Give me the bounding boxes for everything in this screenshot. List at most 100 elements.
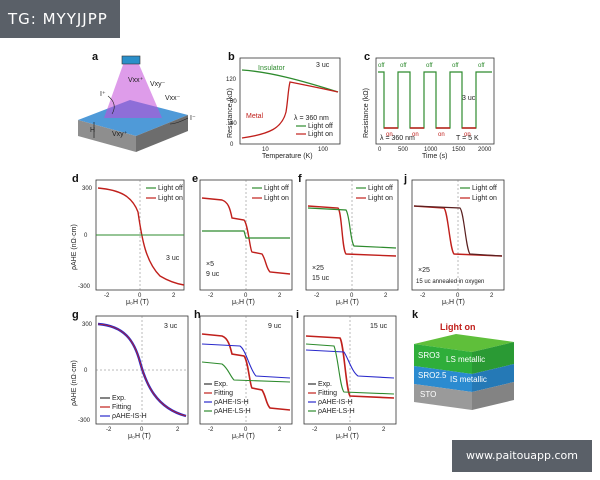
panel-b: b Resistance (kΩ) Temperature (K) 3 uc I… <box>226 51 341 160</box>
panel-h-legend-fit: Fitting <box>214 390 233 397</box>
layer-sto-side <box>472 382 514 410</box>
panel-d-ytick-6: -300 <box>78 284 91 290</box>
panel-i-curve-exp <box>305 335 395 399</box>
panel-d-xlabel: μ₀H (T) <box>126 299 149 306</box>
light-beam <box>104 62 162 118</box>
layer-sro25-label: SRO2.5 <box>418 371 447 380</box>
panel-b-curve-on <box>241 81 339 139</box>
layer-sro25-side <box>472 364 514 392</box>
panel-c-xtick-0: 0 <box>378 147 382 153</box>
panel-c-xtick-3: 1500 <box>452 147 466 153</box>
panel-b-ytick-2: 80 <box>230 99 237 105</box>
panel-b-insulator: Insulator <box>258 65 286 72</box>
panel-b-curve-off <box>241 69 339 93</box>
panel-j-xtick-0: -2 <box>420 293 426 299</box>
panel-i-xtick-1: 0 <box>348 427 352 433</box>
panel-j-curve-on <box>413 205 503 257</box>
panel-e-xtick-0: -2 <box>208 293 214 299</box>
panel-f-thickness: 15 uc <box>312 275 330 282</box>
panel-b-ytick-1: 40 <box>230 121 237 127</box>
panel-h-xtick-2: 2 <box>278 427 282 433</box>
panel-f-curve-on <box>307 205 397 257</box>
panel-g-curve-fit <box>97 323 187 417</box>
panel-j-curve-off <box>413 205 503 257</box>
layer-sro3-label: SRO3 <box>418 351 440 360</box>
panel-h-label: h <box>194 309 201 321</box>
layer-sro3-front <box>414 344 472 374</box>
panel-c-on-4: on <box>464 132 471 138</box>
panel-b-ylabel: Resistance (kΩ) <box>227 88 234 138</box>
panel-b-metal: Metal <box>246 113 264 120</box>
panel-e-label: e <box>192 173 198 185</box>
panel-c-xtick-1: 500 <box>398 147 409 153</box>
panel-i-legend-is: ρAHE-IS-H <box>318 399 353 406</box>
panel-e-legend-off: Light off <box>264 185 289 192</box>
wire-2 <box>169 117 189 125</box>
panel-f-scale: ×25 <box>312 265 324 272</box>
layer-top-face <box>414 334 514 352</box>
panel-h-xlabel: μ₀H (T) <box>232 433 255 440</box>
panel-b-xlabel: Temperature (K) <box>262 153 313 160</box>
panel-h-legend-exp: Exp. <box>214 381 228 388</box>
panel-h-xtick-0: -2 <box>208 427 214 433</box>
layer-sro25-front <box>414 366 472 392</box>
panel-c-label: c <box>364 51 370 63</box>
panel-f-xtick-1: 0 <box>350 293 354 299</box>
label-vxx-minus: Vxx⁻ <box>165 95 181 102</box>
panel-j-legend-off: Light off <box>472 185 497 192</box>
panel-b-xtick-1: 100 <box>318 147 329 153</box>
layer-sto-front <box>414 384 472 410</box>
panel-c-off-3: off <box>426 63 433 69</box>
panel-e-curve-off <box>202 230 290 239</box>
panel-c-xtick-2: 1000 <box>424 147 438 153</box>
panel-g: g ρAHE (nΩ·cm) μ₀H (T) 300 0 -300 -2 0 2… <box>71 309 189 440</box>
panel-i-xtick-0: -2 <box>312 427 318 433</box>
panel-e-legend-on: Light on <box>264 195 289 202</box>
panel-c-off-5: off <box>478 63 485 69</box>
panel-e-curve-on <box>201 197 291 275</box>
panel-f-xlabel: μ₀H (T) <box>336 299 359 306</box>
panel-i-thickness: 15 uc <box>370 323 388 330</box>
panel-d-thickness: 3 uc <box>166 255 180 262</box>
panel-f-curve-off <box>307 207 397 249</box>
panel-f: f μ₀H (T) -2 0 2 ×25 15 uc Light off Lig… <box>298 173 399 306</box>
panel-a: a I⁺ I⁻ Vxx⁺ Vxy⁻ Vxx⁻ Vxy⁺ H <box>78 51 196 152</box>
panel-c-off-4: off <box>452 63 459 69</box>
panel-i-curve-ls <box>305 343 395 395</box>
panel-c-on-2: on <box>412 132 419 138</box>
label-H: H <box>90 127 95 134</box>
label-vxy-plus: Vxy⁺ <box>112 131 128 138</box>
panel-h-curve-exp <box>201 333 291 411</box>
panel-b-ytick-3: 120 <box>226 77 237 83</box>
panel-e-xlabel: μ₀H (T) <box>232 299 255 306</box>
panel-k-light-on: Light on <box>440 322 476 332</box>
panel-d-xtick-0: -2 <box>104 293 110 299</box>
panel-c-ylabel: Resistance (kΩ) <box>363 88 370 138</box>
panel-i-label: i <box>296 309 299 321</box>
panel-g-xtick-1: 0 <box>140 427 144 433</box>
sample-right-face <box>136 115 188 152</box>
panel-b-legend-off: Light off <box>308 123 333 130</box>
panel-g-xlabel: μ₀H (T) <box>128 433 151 440</box>
panel-g-ylabel: ρAHE (nΩ·cm) <box>71 360 78 406</box>
panel-d-label: d <box>72 173 79 185</box>
header-tag: TG: MYYJJPP <box>0 0 120 38</box>
panel-h-legend-is: ρAHE-IS-H <box>214 399 249 406</box>
panel-j: j μ₀H (T) -2 0 2 ×25 15 uc annealed in o… <box>403 173 505 306</box>
panel-c-off-1: off <box>378 63 385 69</box>
panel-b-frame <box>239 57 341 145</box>
panel-g-xtick-0: -2 <box>106 427 112 433</box>
panel-f-label: f <box>298 173 302 185</box>
panel-h-curve-ls <box>201 361 291 383</box>
panel-g-thickness: 3 uc <box>164 323 178 330</box>
watermark-banner: www.paitouapp.com <box>452 440 592 472</box>
layer-sro3-text: LS metallic <box>446 355 485 364</box>
panel-h-thickness: 9 uc <box>268 323 282 330</box>
panel-j-legend-on: Light on <box>472 195 497 202</box>
panel-j-scale: ×25 <box>418 267 430 274</box>
panel-g-label: g <box>72 309 79 321</box>
label-I-plus: I⁺ <box>100 91 106 98</box>
panel-e-xtick-2: 2 <box>278 293 282 299</box>
panel-d-xtick-1: 0 <box>138 293 142 299</box>
